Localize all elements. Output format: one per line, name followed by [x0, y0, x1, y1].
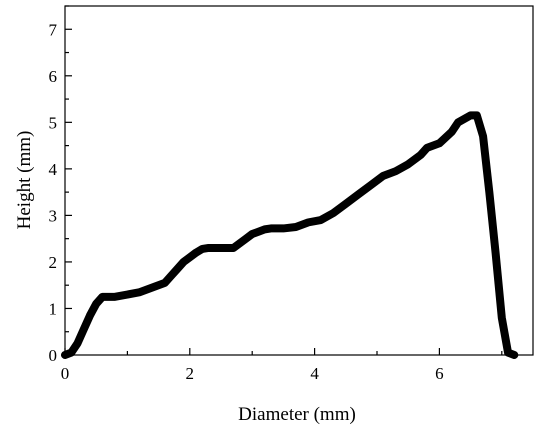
data-line — [61, 111, 519, 359]
data-point — [161, 279, 169, 287]
data-point — [354, 190, 362, 198]
data-point — [492, 249, 500, 257]
data-point — [254, 228, 262, 236]
data-point — [229, 244, 237, 252]
data-point — [279, 224, 287, 232]
data-point — [329, 209, 337, 217]
data-point — [423, 144, 431, 152]
data-point — [379, 172, 387, 180]
data-point — [498, 314, 506, 322]
data-point — [236, 239, 244, 247]
data-point — [192, 249, 200, 257]
data-point — [217, 244, 225, 252]
data-point — [267, 224, 275, 232]
data-point — [148, 284, 156, 292]
y-tick-label: 7 — [49, 20, 58, 39]
data-point — [136, 288, 144, 296]
y-tick-label: 6 — [49, 67, 58, 86]
data-point — [198, 245, 206, 253]
y-axis-label: Height (mm) — [14, 131, 35, 230]
data-point — [80, 325, 88, 333]
data-point — [404, 160, 412, 168]
data-point — [92, 300, 100, 308]
x-tick-label: 0 — [61, 364, 70, 383]
plot-area — [61, 111, 519, 359]
y-tick-label: 0 — [49, 346, 58, 365]
data-point — [111, 293, 119, 301]
data-point — [417, 151, 425, 159]
data-point — [205, 244, 213, 252]
data-point — [86, 311, 94, 319]
data-point — [98, 293, 106, 301]
data-point — [105, 293, 113, 301]
data-point — [186, 253, 194, 261]
data-point — [485, 188, 493, 196]
x-tick-label: 6 — [435, 364, 444, 383]
data-point — [392, 167, 400, 175]
y-tick-label: 1 — [49, 299, 58, 318]
y-tick-label: 5 — [49, 113, 58, 132]
data-point — [304, 218, 312, 226]
data-point — [454, 118, 462, 126]
y-tick-label: 3 — [49, 206, 58, 225]
x-tick-label: 2 — [186, 364, 195, 383]
data-point — [448, 128, 456, 136]
data-point — [248, 230, 256, 238]
plot-frame — [64, 5, 534, 356]
data-point — [242, 235, 250, 243]
data-point — [123, 291, 131, 299]
data-point — [435, 139, 443, 147]
data-point — [367, 181, 375, 189]
data-point — [73, 339, 81, 347]
y-tick-label: 4 — [49, 160, 58, 179]
data-point — [317, 216, 325, 224]
data-point — [479, 132, 487, 140]
x-tick-label: 4 — [310, 364, 319, 383]
data-point — [180, 258, 188, 266]
y-tick-label: 2 — [49, 253, 58, 272]
x-axis-label: Diameter (mm) — [238, 404, 356, 425]
data-point — [261, 225, 269, 233]
data-point — [173, 265, 181, 273]
data-point — [467, 111, 475, 119]
data-point — [473, 111, 481, 119]
axes: 0 2 4 6 0 1 2 3 4 5 6 7 — [49, 5, 534, 383]
data-point — [342, 200, 350, 208]
data-point — [292, 223, 300, 231]
data-point — [167, 272, 175, 280]
